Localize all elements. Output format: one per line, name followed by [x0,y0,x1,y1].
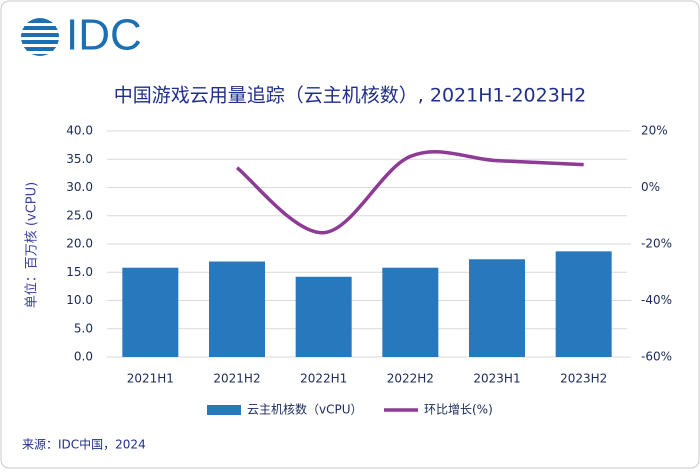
y2-tick-label: 0% [641,180,660,194]
bar [382,267,439,357]
y2-tick-label: -60% [641,350,672,364]
y2-tick-label: 20% [641,124,668,138]
x-tick-label: 2022H2 [387,372,434,386]
y2-tick-label: -20% [641,237,672,251]
bar [555,251,612,357]
x-tick-label: 2021H1 [127,372,174,386]
legend-swatch [207,405,241,415]
legend-label: 环比增长(%) [424,403,493,417]
y-tick-label: 15.0 [66,265,93,279]
source: 来源：IDC中国，2024 [22,437,146,452]
x-tick-label: 2023H2 [560,372,607,386]
line [235,150,584,235]
legend-label: 云主机核数（vCPU） [247,402,363,417]
y-tick-label: 10.0 [66,293,93,307]
y-axis-label: 单位：百万核 (vCPU) [25,182,40,308]
y-tick-label: 30.0 [66,180,93,194]
x-tick-label: 2023H1 [473,372,520,386]
y-tick-label: 5.0 [74,321,93,335]
y-tick-label: 0.0 [74,350,93,364]
y2-tick-label: -40% [641,293,672,307]
x-tick-label: 2022H1 [300,372,347,386]
bar [295,276,352,357]
y-tick-label: 40.0 [66,124,93,138]
chart-title: 中国游戏云用量追踪（云主机核数）, 2021H1-2023H2 [114,85,586,107]
y-tick-label: 35.0 [66,152,93,166]
logo-text: IDC [66,11,142,60]
y-tick-label: 25.0 [66,208,93,222]
bar [122,267,179,357]
y-tick-label: 20.0 [66,237,93,251]
x-tick-label: 2021H2 [213,372,260,386]
bar [209,261,265,357]
logo-globe [20,18,60,56]
bar [469,259,525,357]
